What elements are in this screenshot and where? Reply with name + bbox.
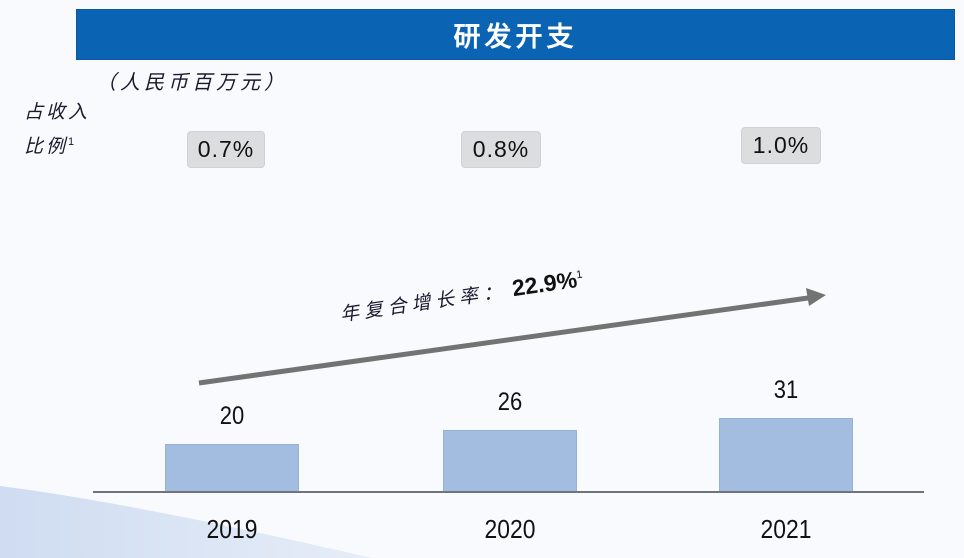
x-tick-2021: 2021	[760, 514, 812, 544]
unit-label: （人民币百万元）	[96, 70, 288, 94]
footnote-marker: 1	[68, 136, 78, 148]
bar-2019	[165, 444, 299, 492]
bar-value-2020: 26	[497, 388, 523, 416]
ratio-badge-2021: 1.0%	[741, 127, 821, 164]
chart-title: 研发开支	[453, 22, 578, 53]
bar-2021	[719, 418, 853, 492]
x-axis-line	[93, 491, 924, 493]
ratio-badge-2020: 0.8%	[461, 131, 541, 168]
ratio-label-line2: 比例	[24, 135, 69, 158]
bar-value-2021: 31	[773, 376, 799, 404]
ratio-label-line1: 占收入	[24, 101, 91, 123]
x-tick-2019: 2019	[206, 514, 258, 544]
revenue-ratio-label: 占收入 比例1	[24, 97, 90, 161]
ratio-badge-2019: 0.7%	[187, 131, 265, 168]
bar-value-2019: 20	[219, 402, 245, 430]
x-tick-2020: 2020	[484, 514, 536, 544]
header-bar: 研发开支	[76, 9, 955, 60]
bar-2020	[443, 430, 577, 492]
